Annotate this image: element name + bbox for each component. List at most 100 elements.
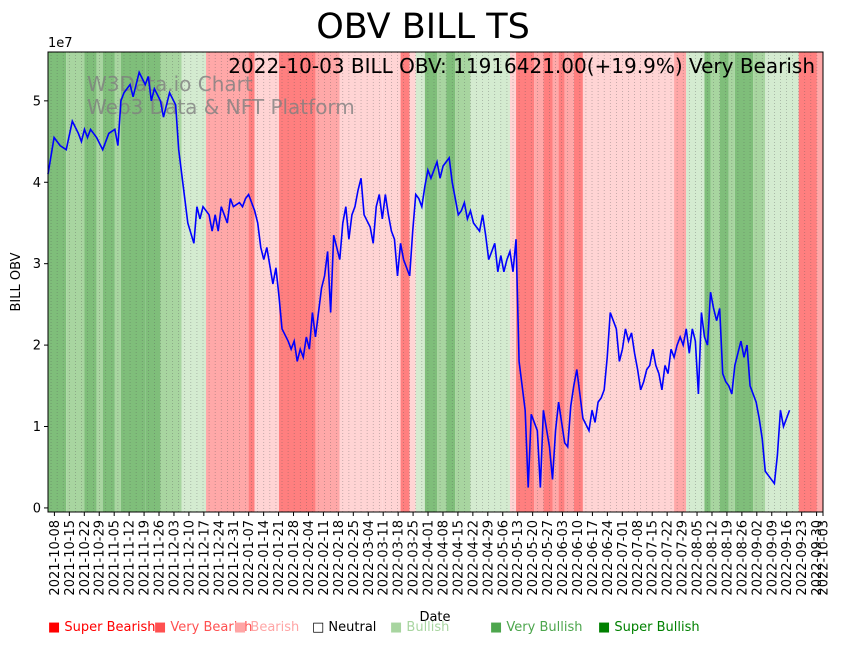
band-very_bearish [798,52,817,512]
band-neutral_green [196,52,207,512]
x-tick-label: 2022-08-19 [720,520,735,596]
x-tick-label: 2021-11-05 [108,520,123,596]
band-bearish_light [254,52,279,512]
x-tick-label: 2022-01-28 [287,520,302,596]
watermark-line-2: Web3 Data & NFT Platform [87,95,355,119]
band-bearish [206,52,249,512]
band-neutral_green [470,52,510,512]
y-tick-label: 5 [33,94,41,109]
band-bullish [710,52,720,512]
legend-bearish: ■ Bearish [234,620,300,635]
x-tick-label: 2022-09-09 [765,520,780,596]
band-bullish [96,52,103,512]
legend-super-bearish: ■ Super Bearish [48,620,156,635]
band-bearish [674,52,687,512]
x-tick-label: 2022-06-03 [556,520,571,596]
x-tick-label: 2022-07-15 [646,520,661,596]
x-tick-label: 2022-03-18 [392,520,407,596]
y-tick-label: 3 [33,257,41,272]
x-tick-label: 2021-10-22 [78,520,93,596]
x-tick-label: 2022-02-18 [332,520,347,596]
y-tick-label: 0 [33,501,41,516]
band-very_bullish [734,52,754,512]
x-tick-label: 2021-10-29 [93,520,108,596]
band-bullish [160,52,182,512]
band-very_bullish [48,52,67,512]
band-very_bearish [248,52,255,512]
x-tick-label: 2022-08-05 [691,520,706,596]
x-tick-label: 2022-08-12 [705,520,720,596]
y-axis-label: BILL OBV [9,252,24,311]
x-tick-label: 2022-02-25 [347,520,362,596]
x-tick-label: 2021-12-10 [182,520,197,596]
band-very_bearish [516,52,535,512]
x-tick-label: 2022-07-22 [661,520,676,596]
band-bullish [114,52,121,512]
x-tick-label: 2022-04-01 [422,520,437,596]
x-tick-label: 2022-04-15 [451,520,466,596]
legend-very-bearish: ■ Very Bearish [154,620,253,635]
x-tick-label: 2022-10-03 [817,520,832,596]
legend-neutral: □ Neutral [312,620,377,635]
y-tick-label: 1 [33,420,41,435]
band-bullish [66,52,85,512]
band-bearish [315,52,340,512]
band-neutral_green [181,52,197,512]
x-tick-label: 2022-06-10 [571,520,586,596]
chart-title: OBV BILL TS [316,7,530,47]
x-tick-label: 2021-12-24 [212,520,227,596]
band-very_bearish [400,52,410,512]
band-very_bearish [278,52,316,512]
band-bullish [455,52,471,512]
band-very_bearish [558,52,565,512]
x-tick-label: 2022-02-04 [302,520,317,596]
band-bearish [552,52,559,512]
x-tick-label: 2021-10-08 [48,520,63,596]
x-tick-label: 2022-03-04 [362,520,377,596]
band-very_bullish [704,52,711,512]
band-bearish_light [509,52,517,512]
x-tick-label: 2022-05-06 [496,520,511,596]
x-tick-label: 2022-01-21 [272,520,287,596]
x-tick-label: 2022-06-24 [601,520,616,596]
x-tick-label: 2022-09-30 [810,520,825,596]
x-tick-label: 2022-07-01 [616,520,631,596]
x-tick-label: 2021-10-15 [63,520,78,596]
x-tick-label: 2022-05-13 [511,520,526,596]
x-tick-label: 2022-05-20 [526,520,541,596]
band-neutral_green [765,52,799,512]
band-bullish [437,52,447,512]
x-tick-label: 2022-06-17 [586,520,601,596]
band-bearish_light [382,52,401,512]
band-bearish_light [409,52,416,512]
x-axis: 2021-10-08 2021-10-15 2021-10-22 2021-10-29… [48,512,832,596]
band-very_bullish [84,52,97,512]
x-tick-label: 2022-01-14 [257,520,272,596]
obv-line [47,70,791,488]
x-tick-label: 2022-08-26 [735,520,750,596]
chart-annotation: 2022-10-03 BILL OBV: 11916421.00(+19.9%)… [228,54,815,78]
x-tick-label: 2021-11-12 [123,520,138,596]
x-tick-label: 2022-07-29 [676,520,691,596]
x-tick-label: 2022-09-02 [750,520,765,596]
band-very_bearish [573,52,583,512]
y-tick-label: 4 [33,176,41,191]
band-bearish [816,52,823,512]
x-tick-label: 2022-03-11 [377,520,392,596]
x-tick-label: 2021-11-19 [138,520,153,596]
sentiment-bands [48,52,823,512]
x-tick-label: 2022-05-27 [541,520,556,596]
obv-series [47,70,791,488]
band-very_bullish [424,52,438,512]
x-axis-label: Date [419,610,450,625]
band-bearish_light [582,52,675,512]
x-tick-label: 2022-03-25 [407,520,422,596]
x-tick-label: 2022-04-22 [466,520,481,596]
x-tick-label: 2021-12-03 [167,520,182,596]
y-exponent-label: 1e7 [48,36,73,51]
band-bullish [728,52,735,512]
x-tick-label: 2022-07-08 [631,520,646,596]
legend-super-bullish: ■ Super Bullish [598,620,700,635]
band-neutral_green [686,52,705,512]
